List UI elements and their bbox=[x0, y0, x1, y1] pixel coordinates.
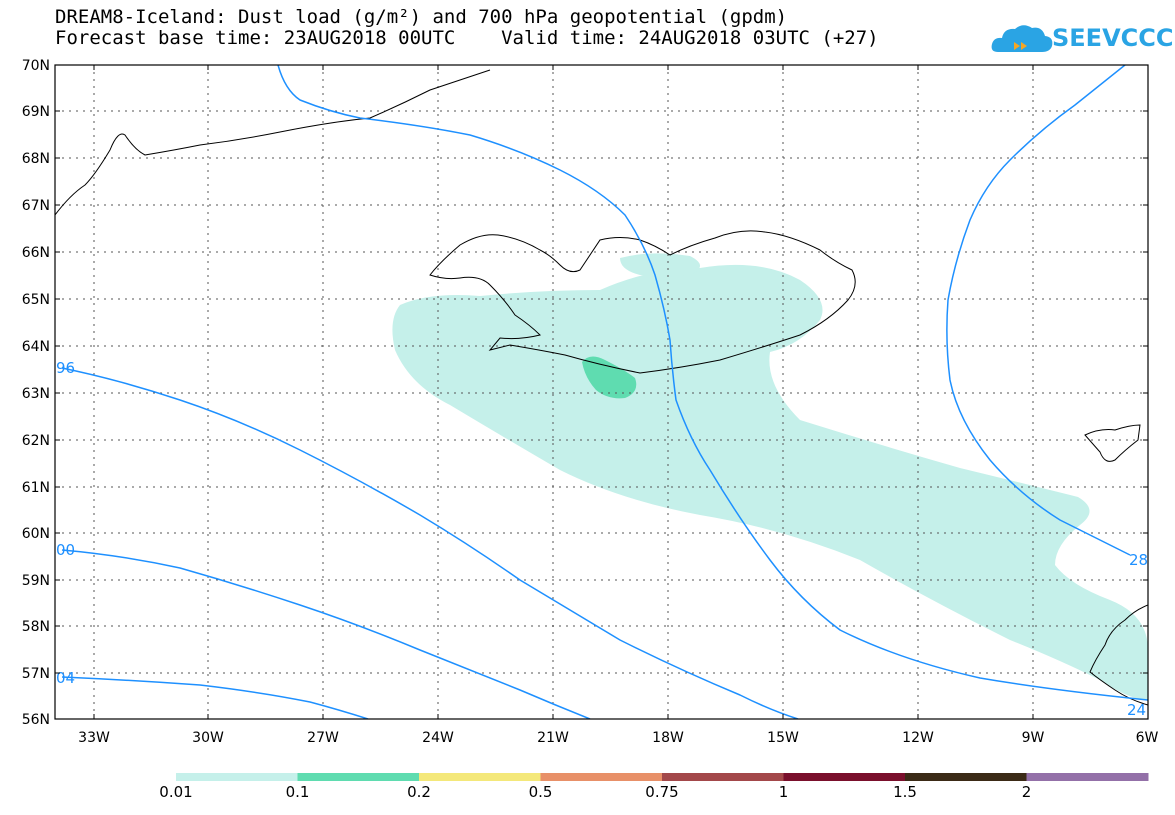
latitude-labels: 70N 69N 68N 67N 66N 65N 64N 63N 62N 61N 60N 59N 58N 5… bbox=[22, 58, 50, 728]
longitude-label: 15W bbox=[767, 730, 799, 746]
colorbar-label: 0.5 bbox=[528, 783, 553, 801]
map-title: DREAM8-Iceland: Dust load (g/m²) and 700… bbox=[55, 6, 788, 28]
latitude-label: 65N bbox=[22, 292, 50, 308]
latitude-label: 56N bbox=[22, 712, 50, 728]
colorbar-swatch bbox=[783, 773, 906, 781]
latitude-label: 69N bbox=[22, 104, 50, 120]
plot-border bbox=[54, 64, 1149, 720]
graticule bbox=[55, 65, 1148, 719]
longitude-labels: 33W 30W 27W 24W 21W 18W 15W 12W 9W 6W bbox=[78, 730, 1158, 746]
colorbar-label: 0.2 bbox=[407, 783, 431, 801]
cloud-logo-icon bbox=[991, 25, 1053, 52]
colorbar-swatch bbox=[662, 773, 784, 781]
latitude-label: 60N bbox=[22, 526, 50, 542]
latitude-label: 59N bbox=[22, 573, 50, 589]
longitude-label: 21W bbox=[537, 730, 569, 746]
colorbar-label: 0.75 bbox=[645, 783, 679, 801]
colorbar-swatch bbox=[297, 773, 420, 781]
latitude-label: 62N bbox=[22, 433, 50, 449]
latitude-label: 61N bbox=[22, 480, 50, 496]
latitude-label: 64N bbox=[22, 339, 50, 355]
map-subtitle: Forecast base time: 23AUG2018 00UTC Vali… bbox=[55, 27, 879, 49]
colorbar-swatch bbox=[905, 773, 1027, 781]
dust-area-inland bbox=[620, 253, 700, 277]
longitude-label: 30W bbox=[192, 730, 224, 746]
colorbar-swatch bbox=[176, 773, 298, 781]
dust-area-medium bbox=[582, 356, 637, 399]
colorbar-label: 0.01 bbox=[159, 783, 193, 801]
latitude-label: 63N bbox=[22, 386, 50, 402]
colorbar-label: 1 bbox=[778, 783, 789, 801]
contour-label: 24 bbox=[1127, 701, 1146, 719]
latitude-label: 66N bbox=[22, 245, 50, 261]
longitude-label: 27W bbox=[307, 730, 339, 746]
latitude-label: 58N bbox=[22, 619, 50, 635]
coastline bbox=[55, 69, 1148, 706]
contour-label: 96 bbox=[56, 359, 75, 377]
colorbar-label: 0.1 bbox=[285, 783, 310, 801]
colorbar-swatch bbox=[419, 773, 541, 781]
longitude-label: 18W bbox=[652, 730, 684, 746]
logo-text: SEEVCCC bbox=[1052, 24, 1174, 52]
latitude-label: 68N bbox=[22, 151, 50, 167]
latitude-label: 67N bbox=[22, 198, 50, 214]
longitude-label: 33W bbox=[78, 730, 110, 746]
latitude-label: 57N bbox=[22, 666, 50, 682]
dust-area-low bbox=[392, 264, 1148, 700]
latitude-label: 70N bbox=[22, 58, 50, 74]
longitude-label: 6W bbox=[1136, 730, 1159, 746]
colorbar-swatch bbox=[540, 773, 663, 781]
colorbar-label: 2 bbox=[1021, 783, 1032, 801]
contour-label: 28 bbox=[1129, 551, 1148, 569]
longitude-label: 9W bbox=[1022, 730, 1045, 746]
contour-label: 00 bbox=[56, 541, 75, 559]
longitude-label: 24W bbox=[422, 730, 454, 746]
longitude-label: 12W bbox=[902, 730, 934, 746]
colorbar-label: 1.5 bbox=[893, 783, 917, 801]
colorbar-swatch bbox=[1026, 773, 1149, 781]
geopotential-contours bbox=[61, 65, 1148, 719]
contour-label: 04 bbox=[56, 669, 75, 687]
colorbar bbox=[176, 773, 1149, 781]
